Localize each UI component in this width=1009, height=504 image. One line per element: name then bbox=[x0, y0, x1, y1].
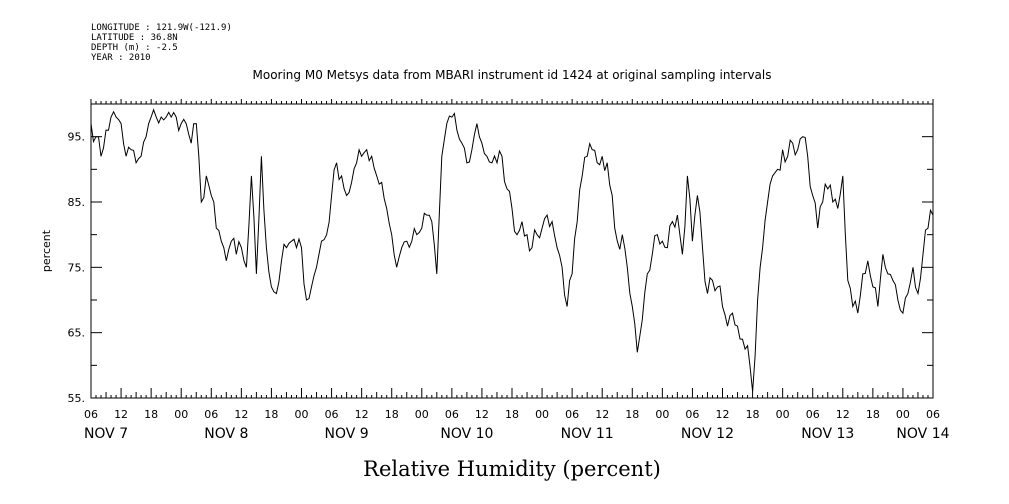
x-day-label: NOV 10 bbox=[440, 426, 493, 442]
x-tick-label: 18 bbox=[625, 408, 639, 421]
header-depth: DEPTH (m) : -2.5 bbox=[91, 43, 178, 53]
x-axis-label: Relative Humidity (percent) bbox=[363, 457, 661, 481]
x-tick-label: 12 bbox=[595, 408, 609, 421]
x-tick-label: 12 bbox=[114, 408, 128, 421]
x-tick-label: 06 bbox=[926, 408, 940, 421]
x-tick-label: 18 bbox=[385, 408, 399, 421]
y-tick-label: 95. bbox=[68, 131, 86, 144]
x-tick-label: 12 bbox=[475, 408, 489, 421]
x-tick-label: 06 bbox=[204, 408, 218, 421]
y-tick-label: 85. bbox=[68, 196, 86, 209]
x-tick-label: 00 bbox=[174, 408, 188, 421]
y-tick-label: 75. bbox=[68, 261, 86, 274]
x-tick-label: 18 bbox=[505, 408, 519, 421]
x-tick-label: 18 bbox=[746, 408, 760, 421]
x-tick-label: 18 bbox=[866, 408, 880, 421]
x-tick-label: 00 bbox=[295, 408, 309, 421]
header-latitude: LATITUDE : 36.8N bbox=[91, 33, 178, 43]
x-tick-label: 06 bbox=[445, 408, 459, 421]
x-day-label: NOV 7 bbox=[84, 426, 128, 442]
x-tick-label: 00 bbox=[896, 408, 910, 421]
x-tick-label: 06 bbox=[806, 408, 820, 421]
x-day-label: NOV 14 bbox=[896, 426, 949, 442]
x-day-label: NOV 13 bbox=[801, 426, 854, 442]
x-tick-label: 00 bbox=[776, 408, 790, 421]
x-day-label: NOV 11 bbox=[561, 426, 614, 442]
y-axis: 55. 65. 75. 85. 95. bbox=[68, 103, 933, 405]
x-tick-label: 12 bbox=[836, 408, 850, 421]
x-tick-label: 12 bbox=[234, 408, 248, 421]
x-tick-label: 06 bbox=[565, 408, 579, 421]
x-tick-label: 00 bbox=[655, 408, 669, 421]
y-tick-label: 65. bbox=[68, 327, 86, 340]
x-tick-label: 18 bbox=[264, 408, 278, 421]
series-layer bbox=[90, 108, 934, 392]
header-block: LONGITUDE : 121.9W(-121.9) LATITUDE : 36… bbox=[91, 23, 232, 63]
x-tick-label: 00 bbox=[535, 408, 549, 421]
header-year: YEAR : 2010 bbox=[91, 53, 151, 63]
y-axis-label: percent bbox=[40, 229, 53, 272]
x-day-label: NOV 12 bbox=[681, 426, 734, 442]
x-day-label: NOV 8 bbox=[204, 426, 248, 442]
chart-title: Mooring M0 Metsys data from MBARI instru… bbox=[253, 68, 772, 82]
x-tick-label: 12 bbox=[355, 408, 369, 421]
series-line bbox=[90, 108, 934, 392]
x-tick-label: 06 bbox=[685, 408, 699, 421]
x-tick-label: 18 bbox=[144, 408, 158, 421]
y-tick-label: 55. bbox=[68, 392, 86, 405]
x-tick-label: 00 bbox=[415, 408, 429, 421]
x-tick-label: 12 bbox=[716, 408, 730, 421]
x-axis: 06 12 18 00 06 12 18 00 06 12 18 00 06 12 18 00 06 12 18 00… bbox=[84, 99, 950, 442]
header-longitude: LONGITUDE : 121.9W(-121.9) bbox=[91, 23, 232, 33]
x-day-label: NOV 9 bbox=[325, 426, 369, 442]
x-tick-label: 06 bbox=[84, 408, 98, 421]
x-tick-label: 06 bbox=[325, 408, 339, 421]
